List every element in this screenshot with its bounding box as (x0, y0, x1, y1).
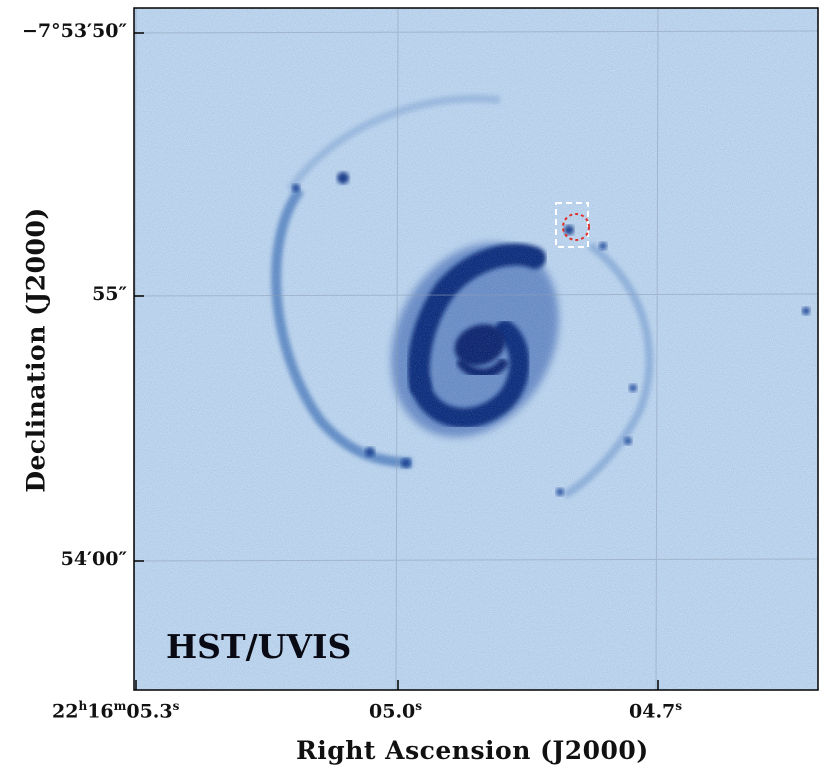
dec-tick-label: 55″ (92, 283, 127, 305)
plot-frame (133, 7, 819, 691)
dec-tick-label: 54′00″ (60, 548, 127, 570)
sky-grain (134, 8, 818, 690)
source-marker-circle (562, 213, 590, 241)
ra-tick-label: 05.0s (369, 699, 423, 723)
ra-tick-label: 04.7s (629, 699, 683, 723)
dec-tick-label: −7°53′50″ (21, 20, 127, 42)
axis-ticks (134, 32, 659, 690)
coordinate-grid (134, 8, 818, 690)
ra-tick-label: 22h16m05.3s (52, 699, 180, 723)
y-axis-title: Declination (J2000) (21, 207, 51, 493)
panel-label: HST/UVIS (166, 627, 352, 666)
x-axis-title: Right Ascension (J2000) (296, 736, 649, 765)
